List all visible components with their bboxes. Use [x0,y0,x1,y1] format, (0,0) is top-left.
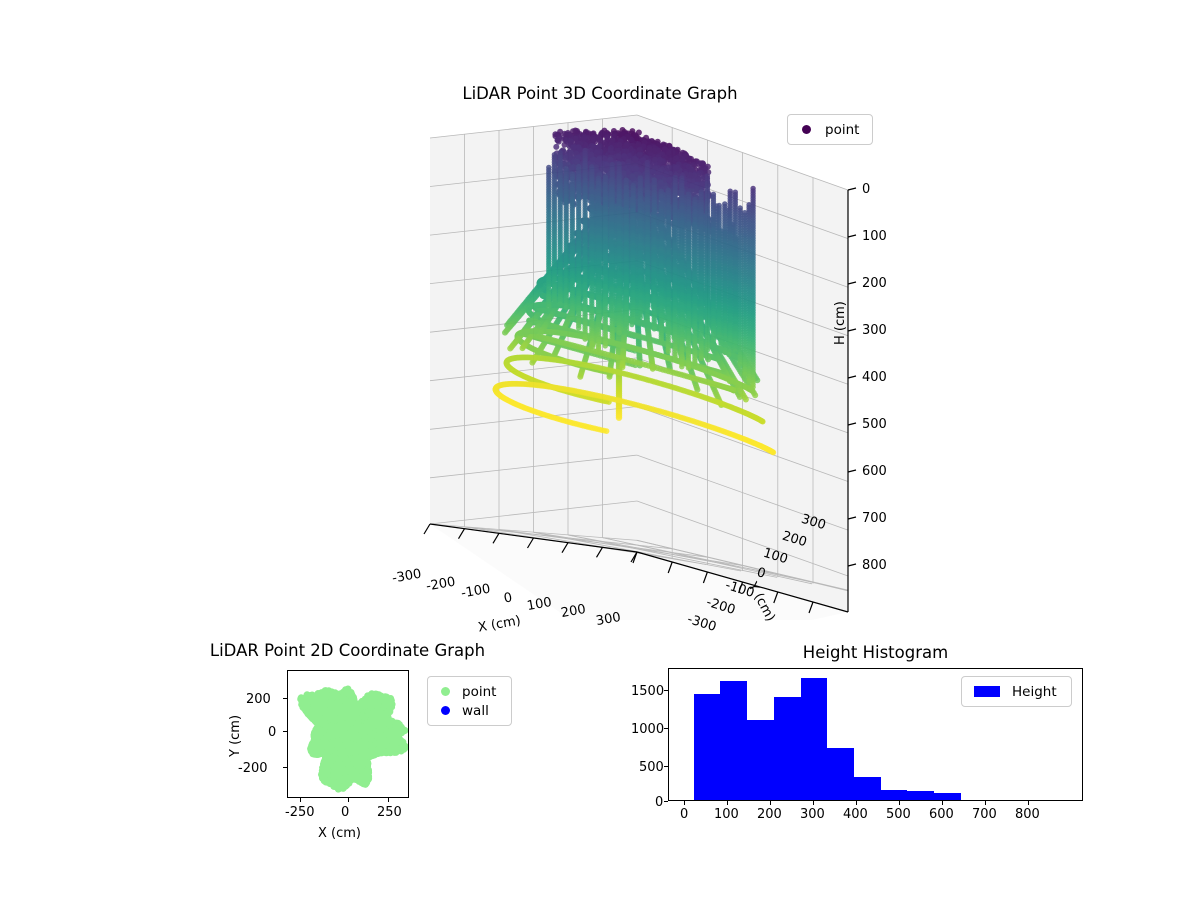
legend-row-point-2d: point [436,682,503,701]
xhist-tick-0: 0 [680,807,689,822]
x2d-tickmark--250 [300,798,301,802]
y2d-tickmark--200 [283,767,287,768]
yhist-tickmark-500 [664,766,668,767]
yhist-tick-1500: 1500 [631,684,665,699]
z-tick-200: 200 [862,276,887,291]
x2d-tick-250: 250 [377,805,402,820]
y2d-axis-label: Y (cm) [228,714,243,757]
xhist-tickmark-0 [684,801,685,805]
histogram-bar [854,776,881,800]
y2d-tick-0: 0 [268,725,277,740]
legend-label-wall-2d: wall [462,702,489,719]
z-tick-100: 100 [862,229,887,244]
lidar-2d-axes [287,670,409,798]
xhist-tick-300: 300 [800,807,825,822]
legend-row-wall-2d: wall [436,701,503,720]
yhist-tickmark-1000 [664,728,668,729]
yhist-tickmark-1500 [664,690,668,691]
xhist-tickmark-500 [899,801,900,805]
histogram-bar [800,677,828,800]
xhist-tickmark-600 [942,801,943,805]
yhist-tick-0: 0 [655,795,664,810]
legend-label-point: point [825,121,860,138]
xhist-tickmark-800 [1028,801,1029,805]
z-tick-300: 300 [862,323,887,338]
legend-label-point-2d: point [462,683,497,700]
x2d-tick-0: 0 [341,805,350,820]
y2d-tickmark-200 [283,698,287,699]
z-tick-500: 500 [862,417,887,432]
yhist-tick-1000: 1000 [631,722,665,737]
panel-3d-title: LiDAR Point 3D Coordinate Graph [462,84,738,103]
xhist-tick-100: 100 [714,807,739,822]
yhist-tick-500: 500 [639,760,664,775]
histogram-bar [880,790,908,800]
z-tick-700: 700 [862,511,887,526]
histogram-bar [720,680,748,800]
x2d-tick--250: -250 [285,805,315,820]
histogram-bar [693,694,721,800]
histogram-bar [774,696,801,800]
x2d-tickmark-0 [348,798,349,802]
legend-row-point: point [796,120,864,139]
histogram-bar [907,791,934,800]
panel-hist-title: Height Histogram [802,643,949,662]
y2d-tickmark-0 [283,731,287,732]
z-tick-0: 0 [862,182,871,197]
z-tick-800: 800 [862,558,887,573]
xhist-tick-600: 600 [929,807,954,822]
legend-2d[interactable]: point wall [427,676,512,726]
z-axis-label: H (cm) [833,301,848,345]
xhist-tick-400: 400 [843,807,868,822]
xhist-tick-200: 200 [757,807,782,822]
legend-marker-wall-2d [441,706,450,715]
z-tick-600: 600 [862,464,887,479]
xhist-tickmark-100 [727,801,728,805]
legend-row-height: Height [970,682,1063,701]
panel-2d-title: LiDAR Point 2D Coordinate Graph [209,641,486,660]
y2d-tick--200: -200 [238,761,268,776]
lidar-3d-axes [300,100,920,620]
xhist-tick-500: 500 [886,807,911,822]
xhist-tickmark-700 [985,801,986,805]
z-tick-400: 400 [862,370,887,385]
legend-marker-point-2d [441,687,450,696]
histogram-bar [827,747,855,800]
legend-patch-height [974,686,1000,697]
legend-hist[interactable]: Height [961,676,1072,707]
xhist-tickmark-300 [813,801,814,805]
xhist-tick-700: 700 [972,807,997,822]
x-tick-300: 300 [594,609,622,630]
y2d-tick-200: 200 [246,692,271,707]
xhist-tickmark-200 [770,801,771,805]
legend-marker-point [802,125,811,134]
yhist-tickmark-0 [664,801,668,802]
x2d-axis-label: X (cm) [318,826,361,841]
histogram-bar [933,793,961,800]
x2d-tickmark-250 [388,798,389,802]
xhist-tick-800: 800 [1015,807,1040,822]
legend-label-height: Height [1012,683,1057,700]
histogram-bar [747,719,775,800]
xhist-tickmark-400 [856,801,857,805]
legend-3d[interactable]: point [787,114,873,145]
